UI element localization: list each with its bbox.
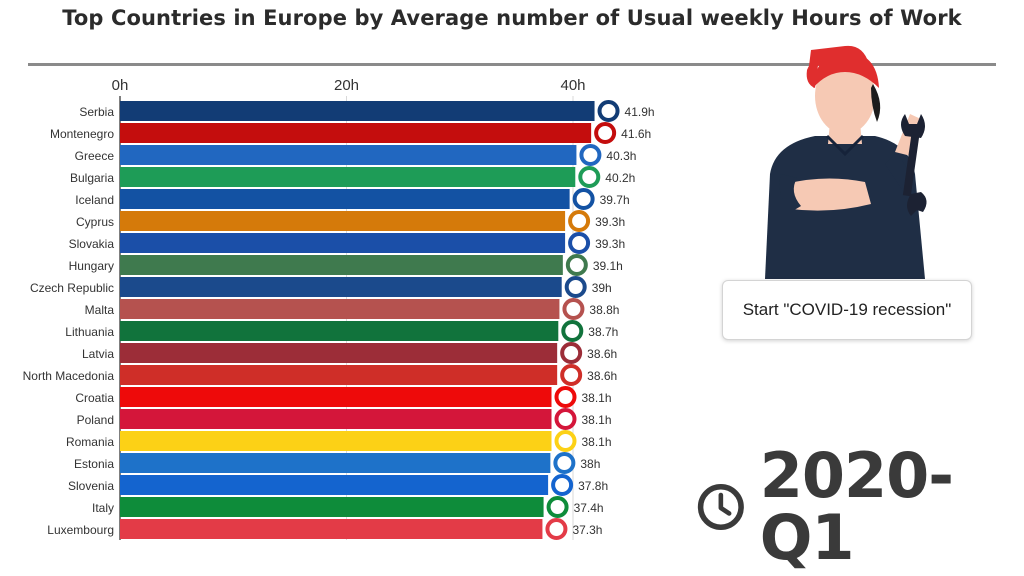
flag-icon <box>554 386 577 408</box>
bar-north-macedonia <box>120 365 558 385</box>
category-label: Lithuania <box>65 325 114 339</box>
x-tick-label: 20h <box>334 77 359 94</box>
bar-romania <box>120 431 552 451</box>
value-label: 37.3h <box>572 523 602 537</box>
bar-chart: 0h 20h 40h Serbia 41.9h Montenegro 41.6h Greec… <box>23 77 655 540</box>
category-label: Romania <box>66 435 114 449</box>
bar-latvia <box>120 343 558 363</box>
bar-malta <box>120 299 560 319</box>
category-label: Italy <box>92 501 114 515</box>
flag-icon <box>578 166 601 188</box>
x-tick-label: 40h <box>561 77 586 94</box>
bar-croatia <box>120 387 552 407</box>
value-label: 40.2h <box>605 171 635 185</box>
flag-icon <box>546 496 569 518</box>
category-label: Greece <box>75 149 115 163</box>
clock-icon <box>697 483 744 531</box>
category-label: Bulgaria <box>70 171 114 185</box>
flag-icon <box>560 342 583 364</box>
category-label: Latvia <box>82 347 114 361</box>
category-label: Malta <box>85 303 115 317</box>
bar-lithuania <box>120 321 559 341</box>
bar-slovakia <box>120 233 566 253</box>
bar-serbia <box>120 101 595 121</box>
event-caption: Start "COVID-19 recession" <box>722 280 972 340</box>
flag-icon <box>551 474 574 496</box>
category-label: North Macedonia <box>23 369 115 383</box>
flag-icon <box>597 100 620 122</box>
bar-greece <box>120 145 577 165</box>
category-label: Cyprus <box>76 215 114 229</box>
flag-icon <box>560 364 583 386</box>
flag-icon <box>579 144 602 166</box>
value-label: 38.7h <box>588 325 618 339</box>
value-label: 38.1h <box>582 435 612 449</box>
value-label: 39h <box>592 281 612 295</box>
flag-icon <box>568 210 591 232</box>
category-label: Iceland <box>75 193 114 207</box>
category-label: Estonia <box>74 457 114 471</box>
value-label: 37.8h <box>578 479 608 493</box>
category-label: Luxembourg <box>47 523 114 537</box>
bar-hungary <box>120 255 563 275</box>
value-label: 41.9h <box>625 105 655 119</box>
bar-luxembourg <box>120 519 543 539</box>
value-label: 39.3h <box>595 215 625 229</box>
period-indicator: 2020-Q1 <box>696 445 1024 569</box>
flag-icon <box>561 320 584 342</box>
value-label: 39.3h <box>595 237 625 251</box>
flag-icon <box>554 408 577 430</box>
value-label: 38.1h <box>582 413 612 427</box>
title-divider <box>28 63 996 66</box>
value-label: 38.8h <box>589 303 619 317</box>
flag-icon <box>565 254 588 276</box>
value-label: 41.6h <box>621 127 651 141</box>
flag-icon <box>554 430 577 452</box>
bar-iceland <box>120 189 570 209</box>
value-label: 38h <box>580 457 600 471</box>
flag-icon <box>553 452 576 474</box>
bar-montenegro <box>120 123 592 143</box>
flag-icon <box>545 518 568 540</box>
flag-icon <box>562 298 585 320</box>
bar-czech-republic <box>120 277 562 297</box>
value-label: 38.6h <box>587 369 617 383</box>
category-label: Serbia <box>79 105 114 119</box>
bar-estonia <box>120 453 551 473</box>
flag-icon <box>572 188 595 210</box>
flag-icon <box>594 122 617 144</box>
category-label: Croatia <box>75 391 114 405</box>
value-label: 39.1h <box>593 259 623 273</box>
bar-slovenia <box>120 475 549 495</box>
category-label: Slovenia <box>68 479 114 493</box>
value-label: 40.3h <box>606 149 636 163</box>
category-label: Czech Republic <box>30 281 114 295</box>
worker-illustration <box>765 45 927 279</box>
bar-italy <box>120 497 544 517</box>
bar-bulgaria <box>120 167 576 187</box>
value-label: 37.4h <box>574 501 604 515</box>
value-label: 39.7h <box>600 193 630 207</box>
category-label: Slovakia <box>69 237 115 251</box>
period-label: 2020-Q1 <box>759 439 954 574</box>
value-label: 38.1h <box>582 391 612 405</box>
x-tick-label: 0h <box>112 77 129 94</box>
category-label: Poland <box>77 413 114 427</box>
flag-icon <box>568 232 591 254</box>
category-label: Hungary <box>69 259 114 273</box>
bar-poland <box>120 409 552 429</box>
chart-title: Top Countries in Europe by Average numbe… <box>62 6 962 30</box>
flag-icon <box>564 276 587 298</box>
category-label: Montenegro <box>50 127 114 141</box>
value-label: 38.6h <box>587 347 617 361</box>
bar-cyprus <box>120 211 566 231</box>
